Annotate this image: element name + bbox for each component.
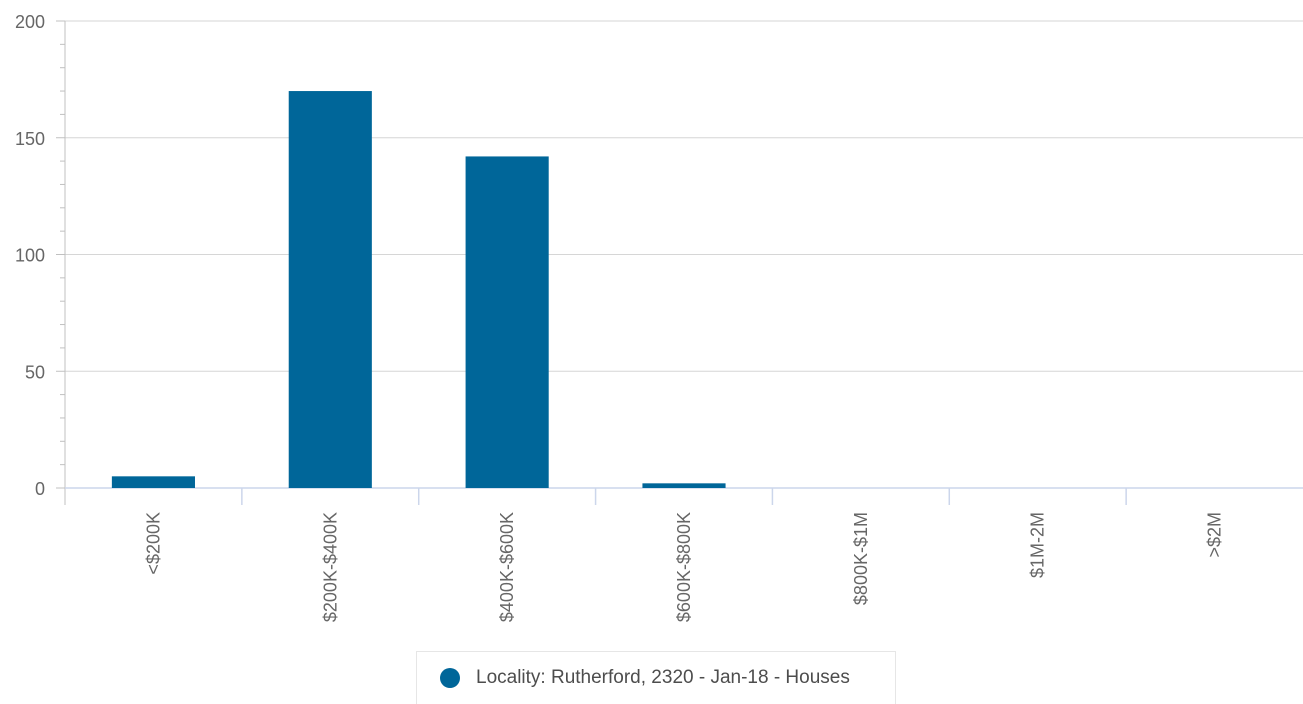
bar-chart: 0 50 100 150 200 <$200K $200K-$400K $400K-$600K… xyxy=(15,12,1303,622)
x-tick-label: $1M-2M xyxy=(1028,512,1048,578)
x-tick-label: $200K-$400K xyxy=(320,512,340,622)
y-tick-label: 100 xyxy=(15,246,45,266)
bar xyxy=(465,156,549,488)
y-tick-label: 50 xyxy=(25,362,45,382)
bar xyxy=(111,476,195,488)
legend[interactable]: Locality: Rutherford, 2320 - Jan-18 - Ho… xyxy=(416,651,896,704)
x-tick-label: $400K-$600K xyxy=(497,512,517,622)
x-tick-label: >$2M xyxy=(1205,512,1225,558)
y-tick-label: 150 xyxy=(15,129,45,149)
x-tick-label: $600K-$800K xyxy=(674,512,694,622)
bar xyxy=(642,483,726,488)
legend-marker-dot xyxy=(440,668,460,688)
x-tick-label: $800K-$1M xyxy=(851,512,871,605)
y-tick-label: 200 xyxy=(15,12,45,32)
y-tick-label: 0 xyxy=(35,479,45,499)
legend-label: Locality: Rutherford, 2320 - Jan-18 - Ho… xyxy=(476,667,850,688)
bar xyxy=(288,91,372,489)
x-tick-label: <$200K xyxy=(143,512,163,575)
